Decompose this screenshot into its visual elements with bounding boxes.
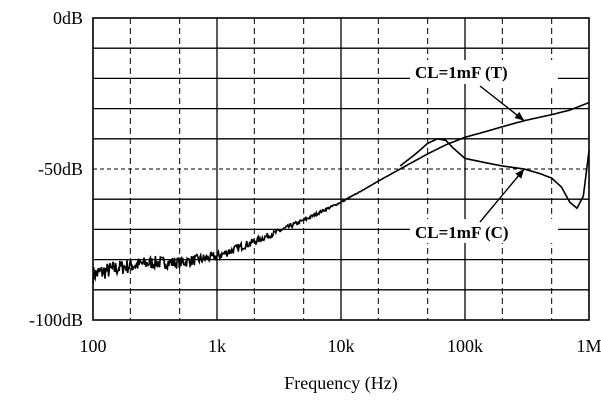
annotation-box bbox=[410, 219, 558, 243]
annotation-box bbox=[410, 60, 558, 84]
x-axis-title: Frequency (Hz) bbox=[284, 373, 397, 394]
annotation-arrowhead bbox=[514, 111, 525, 121]
x-tick-label: 100k bbox=[447, 336, 483, 356]
x-tick-label: 10k bbox=[328, 336, 355, 356]
tick-labels: 100 1k 10k 100k 1M 0dB -50dB -100dB bbox=[29, 8, 601, 356]
annotation-arrowhead bbox=[515, 169, 525, 179]
annotation-leader bbox=[479, 85, 525, 122]
annotation-label: CL=1mF (T) bbox=[415, 63, 508, 82]
series-line-c bbox=[399, 138, 590, 210]
y-tick-label: 0dB bbox=[53, 8, 83, 28]
annotation-leader bbox=[479, 168, 525, 223]
series-line-t bbox=[92, 101, 590, 284]
x-tick-label: 1M bbox=[576, 336, 601, 356]
x-tick-label: 1k bbox=[208, 336, 226, 356]
plot-frame bbox=[92, 17, 590, 321]
series bbox=[92, 101, 590, 284]
y-tick-label: -100dB bbox=[29, 310, 83, 330]
annotation-label: CL=1mF (C) bbox=[415, 223, 509, 242]
annotations: CL=1mF (T) CL=1mF (C) bbox=[410, 60, 558, 243]
x-tick-label: 100 bbox=[80, 336, 107, 356]
y-tick-label: -50dB bbox=[38, 159, 83, 179]
